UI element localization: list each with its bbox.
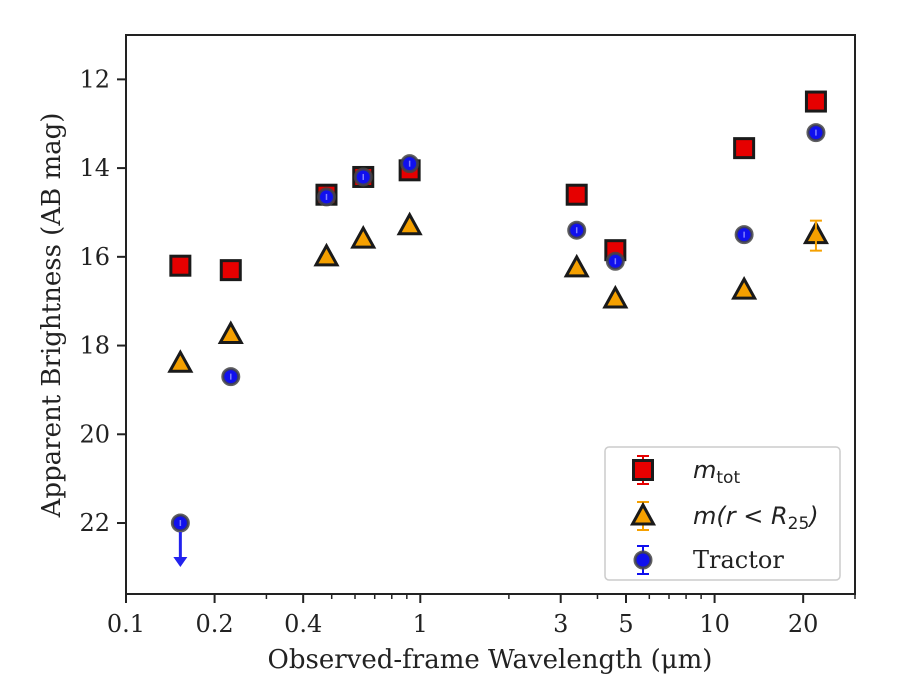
data-point-triangle [217, 320, 244, 344]
legend-box [604, 446, 841, 581]
upper-limit-arrowhead [173, 557, 188, 568]
legend-marker-circle [633, 550, 653, 570]
data-point-triangle [350, 224, 377, 249]
y-tick-label: 20 [79, 420, 110, 448]
data-point-triangle [731, 275, 758, 300]
x-tick-label: 20 [788, 610, 819, 638]
data-point-square [565, 183, 588, 206]
data-point-triangle [563, 253, 590, 278]
plot-frame [125, 34, 856, 595]
y-tick-label: 16 [79, 243, 110, 271]
legend: mtot m(r < R25) Tractor [604, 446, 841, 581]
y-tick-label: 12 [79, 65, 110, 93]
x-axis: 0.1 0.2 0.4 1 3 5 10 20 [107, 594, 856, 638]
legend-label: mtot [693, 456, 740, 488]
data-point-triangle [313, 242, 340, 267]
data-marks [167, 90, 829, 568]
data-point-triangle [167, 349, 194, 373]
legend-label: Tractor [693, 546, 784, 574]
x-tick-label: 0.1 [107, 610, 145, 638]
x-tick-label: 0.4 [284, 610, 322, 638]
data-point-square [804, 90, 827, 113]
data-point-square [733, 137, 756, 160]
y-tick-label: 22 [79, 509, 110, 537]
y-axis-label: Apparent Brightness (AB mag) [37, 113, 67, 519]
x-tick-label: 10 [699, 610, 730, 638]
data-point-square [169, 254, 192, 277]
data-point-square [219, 259, 242, 282]
legend-marker-triangle [629, 501, 657, 526]
y-tick-label: 14 [79, 154, 110, 182]
x-tick-label: 3 [553, 610, 568, 638]
x-tick-label: 5 [618, 610, 633, 638]
data-point-triangle [602, 284, 629, 309]
y-tick-label: 18 [79, 332, 110, 360]
legend-label: m(r < R25) [693, 502, 819, 534]
legend-marker-square [632, 459, 654, 481]
x-tick-label: 0.2 [196, 610, 234, 638]
data-point-triangle [396, 211, 423, 236]
y-axis: 12 14 16 18 20 22 [79, 65, 126, 537]
x-tick-label: 1 [413, 610, 428, 638]
x-axis-label: Observed-frame Wavelength (μm) [268, 645, 713, 675]
